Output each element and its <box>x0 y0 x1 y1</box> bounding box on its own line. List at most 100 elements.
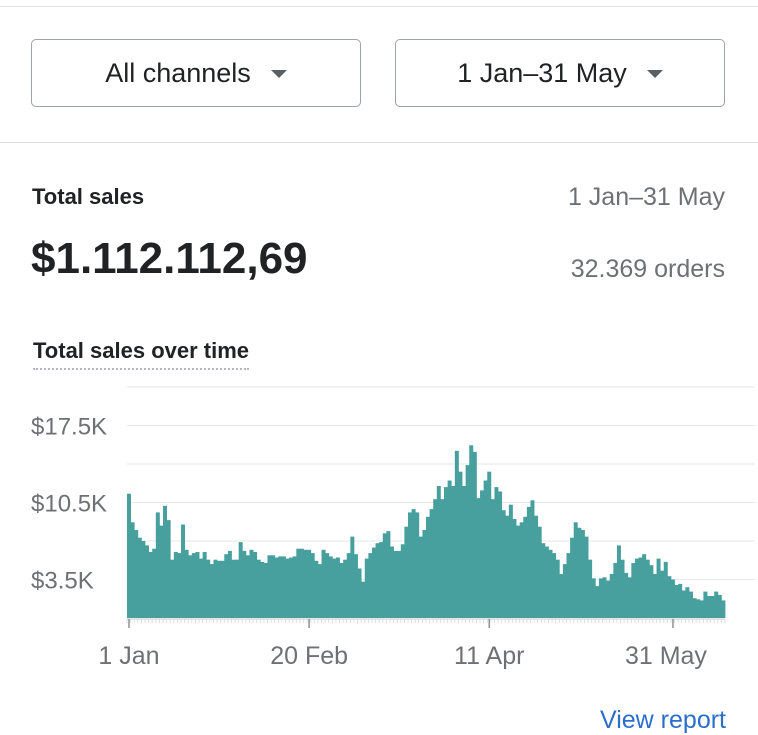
sales-bar <box>188 555 193 618</box>
sales-bar <box>717 594 722 618</box>
sales-bar <box>451 486 456 618</box>
sales-bar <box>404 526 409 618</box>
sales-bar <box>170 559 175 618</box>
sales-bar <box>692 598 697 618</box>
sales-bar <box>652 574 657 618</box>
sales-bar <box>433 499 438 618</box>
sales-bar <box>526 506 531 618</box>
sales-bar <box>353 554 358 618</box>
channel-filter-dropdown[interactable]: All channels <box>31 39 361 107</box>
sales-bar <box>566 553 571 618</box>
sales-bar <box>364 558 369 618</box>
sales-bar <box>191 553 196 618</box>
sales-bar <box>346 553 351 618</box>
sales-bar <box>166 520 171 618</box>
sales-bar <box>534 515 539 618</box>
sales-bar <box>213 559 218 618</box>
sales-bar <box>400 544 405 618</box>
sales-bar <box>570 537 575 618</box>
chart-title[interactable]: Total sales over time <box>33 338 250 370</box>
sales-bar <box>173 552 178 618</box>
sales-bar <box>224 554 229 618</box>
sales-bar <box>703 591 708 618</box>
sales-bar <box>440 499 445 618</box>
sales-bar <box>519 522 524 618</box>
sales-bar <box>663 561 668 618</box>
sales-bar <box>163 505 168 618</box>
sales-bar <box>137 537 142 618</box>
sales-bar <box>480 490 485 618</box>
sales-bar-chart: $17.5K $10.5K $3.5K 1 Jan 20 Feb 11 Apr 31 Ma… <box>31 386 755 670</box>
sales-bar <box>505 515 510 618</box>
sales-bar <box>447 480 452 618</box>
sales-bar <box>350 536 355 618</box>
sales-bar <box>411 509 416 618</box>
sales-bar <box>544 546 549 618</box>
sales-bar <box>454 450 459 618</box>
sales-bar <box>595 586 600 618</box>
sales-bar <box>559 574 564 618</box>
sales-bar <box>278 556 283 618</box>
y-tick-label: $3.5K <box>31 568 94 595</box>
sales-bar <box>235 559 240 618</box>
sales-bar <box>332 558 337 618</box>
caret-down-icon <box>646 70 663 78</box>
sales-bar <box>699 600 704 618</box>
sales-bar <box>678 583 683 618</box>
date-range-dropdown[interactable]: 1 Jan–31 May <box>395 39 725 107</box>
sales-bar <box>220 560 225 618</box>
sales-bar <box>465 465 470 618</box>
sales-bar <box>299 548 304 618</box>
sales-bar <box>130 522 135 618</box>
sales-bar <box>145 545 150 618</box>
sales-bar <box>206 559 211 618</box>
sales-bar <box>706 596 711 618</box>
sales-bar <box>253 552 258 618</box>
sales-bar <box>616 545 621 618</box>
sales-bar <box>721 600 726 618</box>
sales-bar <box>472 451 477 618</box>
sales-bar <box>609 574 614 618</box>
sales-bar <box>325 553 330 618</box>
sales-bar <box>548 549 553 618</box>
sales-bar <box>620 559 625 618</box>
y-tick-label: $10.5K <box>31 491 107 518</box>
sales-bar <box>512 519 517 618</box>
view-report-link[interactable]: View report <box>600 706 726 734</box>
orders-count: 32.369 orders <box>570 255 725 283</box>
sales-bar <box>710 596 715 618</box>
sales-bar <box>217 560 222 618</box>
sales-bar <box>155 512 160 618</box>
sales-bar <box>314 560 319 618</box>
sales-bar <box>281 556 286 618</box>
sales-bar <box>256 559 261 618</box>
date-range-label: 1 Jan–31 May <box>457 57 627 88</box>
sales-bar <box>199 558 204 618</box>
sales-bar <box>292 556 297 618</box>
section-divider <box>0 142 758 143</box>
sales-bar <box>670 579 675 618</box>
sales-bar <box>606 580 611 618</box>
sales-bar <box>245 555 250 618</box>
sales-bar <box>584 536 589 618</box>
sales-bar <box>386 531 391 618</box>
caret-down-icon <box>270 70 287 78</box>
sales-bar <box>577 527 582 618</box>
sales-bar <box>339 563 344 618</box>
sales-bar <box>429 509 434 618</box>
sales-bar <box>343 559 348 618</box>
sales-bar <box>580 530 585 618</box>
sales-bar <box>227 550 232 618</box>
x-tick-label: 20 Feb <box>270 642 348 670</box>
sales-bar <box>148 552 153 618</box>
sales-bar <box>602 577 607 618</box>
summary-date-range: 1 Jan–31 May <box>567 183 725 211</box>
sales-bar <box>552 553 557 618</box>
sales-bar <box>634 558 639 618</box>
sales-bar <box>303 549 308 618</box>
total-sales-value: $1.112.112,69 <box>31 234 308 283</box>
x-axis-ticks: 1 Jan 20 Feb 11 Apr 31 May <box>98 619 707 670</box>
sales-bar <box>645 559 650 618</box>
sales-bar <box>523 516 528 618</box>
sales-bar <box>562 564 567 618</box>
